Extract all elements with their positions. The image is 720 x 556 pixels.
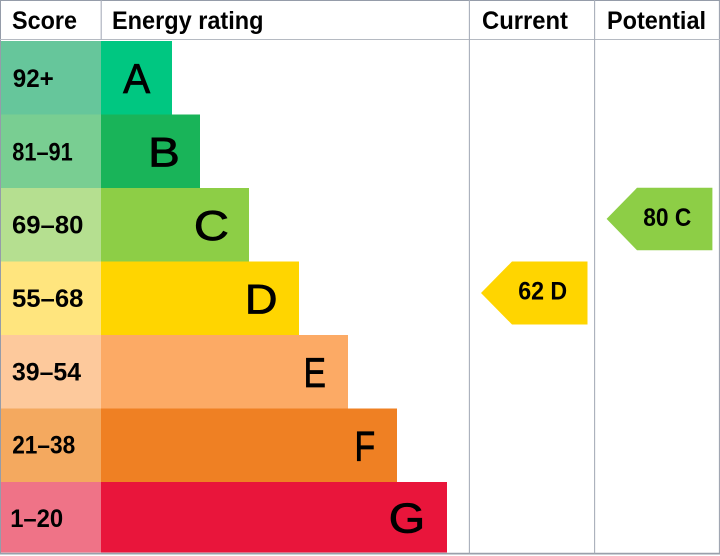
- svg-text:Current: Current: [482, 7, 569, 35]
- svg-text:39–54: 39–54: [12, 358, 81, 386]
- svg-text:92+: 92+: [13, 65, 54, 93]
- svg-text:Energy rating: Energy rating: [112, 7, 264, 35]
- svg-text:D: D: [245, 277, 278, 323]
- svg-text:C: C: [194, 202, 229, 249]
- svg-text:F: F: [354, 424, 375, 470]
- svg-text:A: A: [123, 55, 151, 102]
- svg-text:Score: Score: [12, 7, 77, 35]
- svg-text:55–68: 55–68: [12, 285, 83, 313]
- svg-text:80 C: 80 C: [643, 205, 691, 232]
- svg-text:81–91: 81–91: [12, 138, 72, 166]
- svg-text:E: E: [304, 351, 326, 397]
- svg-text:Potential: Potential: [607, 7, 706, 35]
- svg-text:1–20: 1–20: [10, 505, 63, 533]
- svg-text:G: G: [389, 496, 425, 542]
- svg-text:B: B: [148, 130, 180, 176]
- svg-text:62 D: 62 D: [518, 279, 567, 306]
- svg-text:21–38: 21–38: [12, 431, 75, 459]
- svg-text:69–80: 69–80: [12, 211, 83, 239]
